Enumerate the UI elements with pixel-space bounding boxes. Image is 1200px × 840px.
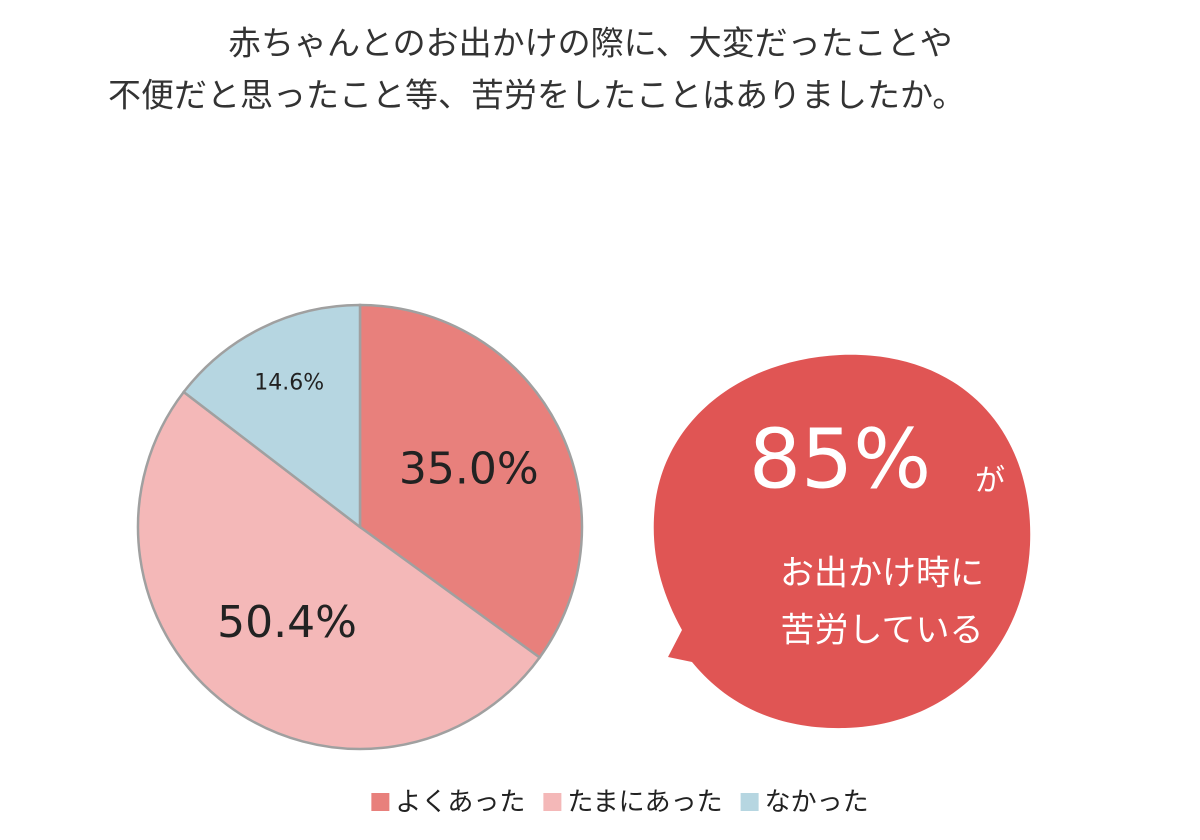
- value-label: 14.6%: [254, 371, 324, 396]
- speech-bubble: [653, 354, 1031, 729]
- pie-slice: [181, 303, 362, 530]
- chart-title: 不便だと思ったこと等、苦労をしたことはありましたか。: [108, 76, 965, 115]
- value-label: 50.4%: [217, 597, 357, 648]
- annotation-suffix: が: [975, 464, 1005, 499]
- value-label: 35.0%: [399, 444, 539, 495]
- legend-label: よくあった: [395, 788, 525, 818]
- chart-title: 赤ちゃんとのお出かけの際に、大変だったことや: [228, 24, 953, 63]
- legend-swatch: [543, 793, 562, 811]
- annotation-line: 苦労している: [781, 611, 984, 651]
- legend-label: なかった: [765, 788, 869, 818]
- pie-slice: [136, 390, 542, 751]
- annotation-line: お出かけ時に: [780, 554, 984, 594]
- legend-label: たまにあった: [567, 788, 722, 818]
- legend-swatch: [740, 793, 759, 811]
- annotation-value: 85%: [749, 412, 931, 507]
- pie-slice: [358, 303, 584, 660]
- legend-swatch: [371, 793, 390, 811]
